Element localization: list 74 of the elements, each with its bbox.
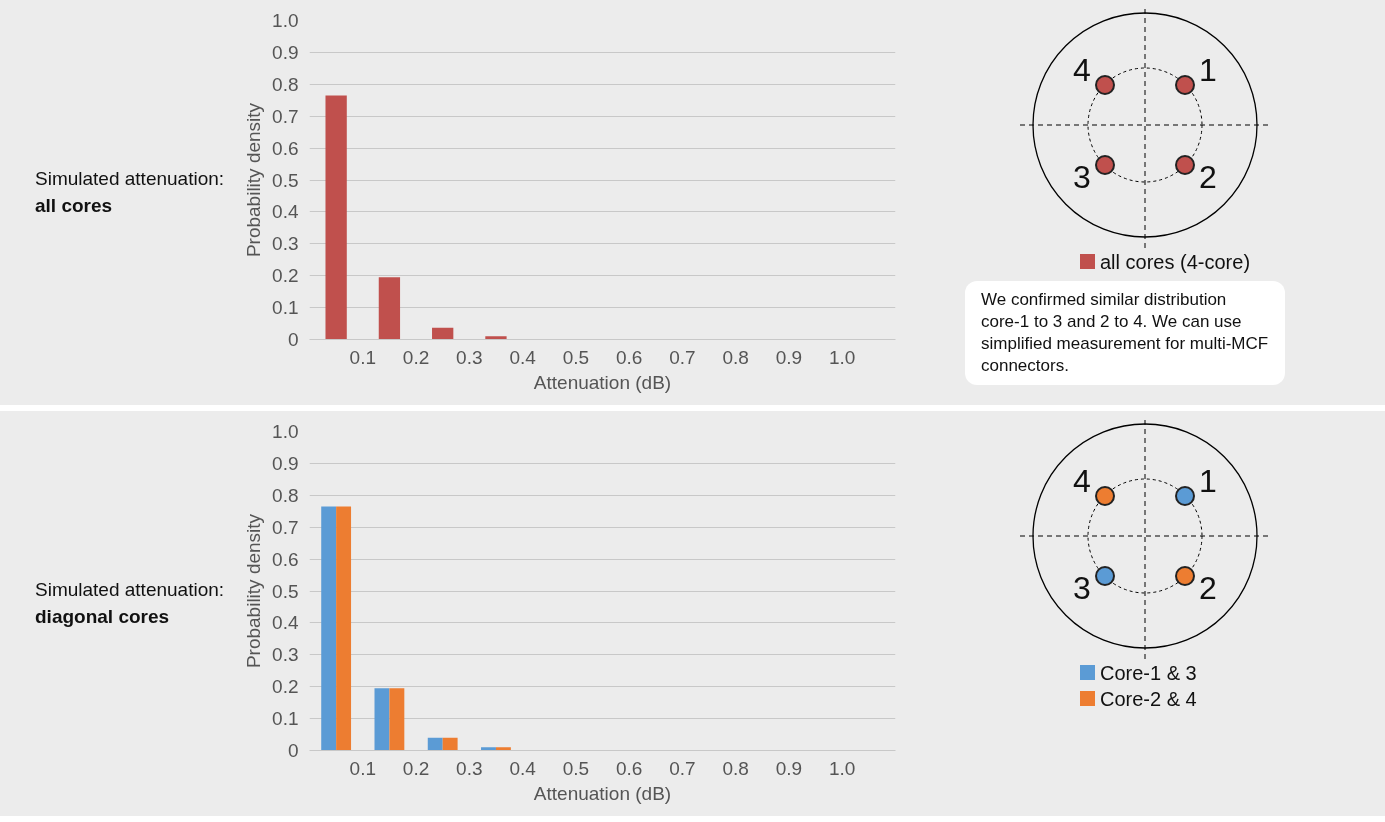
y-tick-label: 0.4 bbox=[272, 612, 299, 634]
text: Simulated attenuation: bbox=[35, 579, 225, 600]
x-tick-label: 0.9 bbox=[775, 757, 803, 779]
bar bbox=[336, 506, 352, 751]
y-tick-label: 0.9 bbox=[272, 41, 299, 63]
x-tick-label: 0.6 bbox=[615, 757, 643, 779]
x-tick-label: 0.1 bbox=[349, 346, 376, 368]
y-tick-label: 0.9 bbox=[272, 452, 299, 474]
y-tick-label: 0.5 bbox=[272, 580, 299, 602]
legend-label: all cores (4-core) bbox=[1099, 250, 1251, 275]
bar bbox=[325, 95, 347, 340]
y-tick-label: 0.6 bbox=[272, 137, 299, 159]
x-tick-label: 0.8 bbox=[722, 757, 749, 779]
legend-label: Core-2 & 4 bbox=[1099, 687, 1197, 712]
text: 1 bbox=[1199, 463, 1217, 500]
x-tick-label: 0.7 bbox=[669, 346, 696, 368]
y-tick-label: 0.2 bbox=[272, 265, 299, 287]
text: 3 bbox=[1073, 159, 1091, 196]
x-axis-title: Attenuation (dB) bbox=[533, 371, 672, 393]
y-tick-label: 0.3 bbox=[272, 233, 299, 255]
y-tick-label: 0.2 bbox=[272, 676, 299, 698]
text: 1 bbox=[1199, 52, 1217, 89]
y-tick-label: 0.4 bbox=[272, 201, 299, 223]
y-tick-label: 0.6 bbox=[272, 548, 299, 570]
text: all cores bbox=[35, 195, 113, 217]
x-axis-title: Attenuation (dB) bbox=[533, 782, 672, 804]
x-tick-label: 0.7 bbox=[669, 757, 696, 779]
bar bbox=[495, 747, 511, 751]
bar bbox=[485, 336, 507, 340]
x-tick-label: 0.3 bbox=[456, 757, 483, 779]
bar bbox=[378, 277, 401, 340]
x-tick-label: 0.8 bbox=[722, 346, 749, 368]
bar bbox=[389, 688, 405, 751]
y-tick-label: 0.8 bbox=[272, 484, 299, 506]
text: 2 bbox=[1199, 570, 1217, 607]
y-tick-label: 0 bbox=[287, 740, 299, 761]
x-tick-label: 0.5 bbox=[562, 757, 590, 779]
text: 4 bbox=[1073, 463, 1091, 500]
y-axis-title: Probability density bbox=[243, 513, 265, 669]
bar bbox=[442, 737, 458, 751]
x-tick-label: 0.4 bbox=[509, 346, 537, 368]
y-tick-label: 0.7 bbox=[272, 105, 299, 127]
y-tick-label: 1.0 bbox=[272, 421, 299, 442]
x-tick-label: 1.0 bbox=[829, 757, 856, 779]
y-tick-label: 1.0 bbox=[272, 10, 299, 31]
text: 3 bbox=[1073, 570, 1091, 607]
text: 2 bbox=[1199, 159, 1217, 196]
y-tick-label: 0.3 bbox=[272, 644, 299, 666]
y-tick-label: 0.8 bbox=[272, 73, 299, 95]
y-tick-label: 0 bbox=[287, 329, 299, 350]
x-tick-label: 0.2 bbox=[402, 757, 430, 779]
x-tick-label: 1.0 bbox=[829, 346, 856, 368]
bar bbox=[321, 506, 337, 751]
y-tick-label: 0.7 bbox=[272, 516, 299, 538]
text: Simulated attenuation: bbox=[35, 168, 225, 189]
y-axis-title: Probability density bbox=[243, 102, 265, 258]
legend-label: Core-1 & 3 bbox=[1099, 661, 1197, 686]
y-tick-label: 0.1 bbox=[272, 297, 299, 319]
x-tick-label: 0.9 bbox=[775, 346, 803, 368]
y-tick-label: 0.5 bbox=[272, 169, 299, 191]
x-tick-label: 0.4 bbox=[509, 757, 537, 779]
text: diagonal cores bbox=[35, 606, 170, 628]
x-tick-label: 0.6 bbox=[615, 346, 643, 368]
x-tick-label: 0.1 bbox=[349, 757, 376, 779]
y-tick-label: 0.1 bbox=[272, 708, 299, 730]
x-tick-label: 0.5 bbox=[562, 346, 590, 368]
bar bbox=[481, 747, 496, 751]
text: 4 bbox=[1073, 52, 1091, 89]
x-tick-label: 0.2 bbox=[402, 346, 430, 368]
text: We confirmed similar distribution core-1 to 3 and 2 to 4. We can use simplified measurement for multi-MCF connectors. bbox=[965, 281, 1285, 386]
bar bbox=[374, 688, 390, 751]
bar bbox=[427, 737, 443, 751]
x-tick-label: 0.3 bbox=[456, 346, 483, 368]
bar bbox=[432, 327, 454, 340]
